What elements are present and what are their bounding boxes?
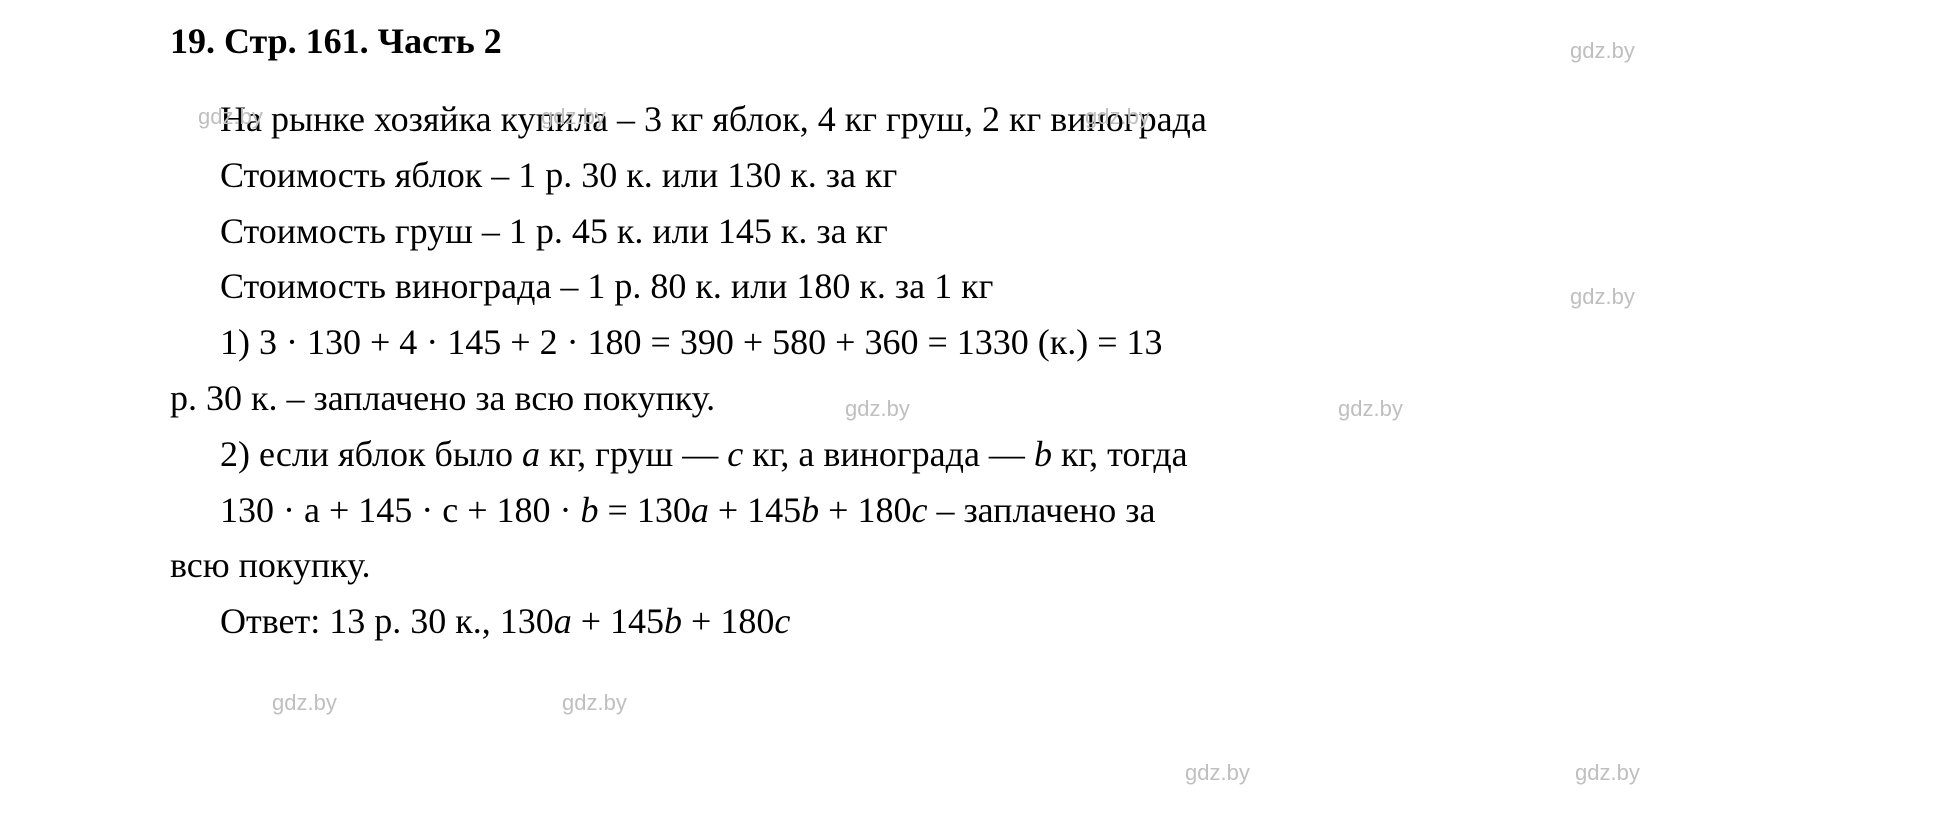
- text-span: + 145: [709, 490, 801, 530]
- text-span: кг, груш —: [540, 434, 727, 474]
- var-a: a: [522, 434, 540, 474]
- text-line-2: Стоимость яблок – 1 р. 30 к. или 130 к. …: [170, 148, 1771, 204]
- var-a: a: [554, 601, 572, 641]
- text-line-10: Ответ: 13 р. 30 к., 130a + 145b + 180c: [170, 594, 1771, 650]
- text-span: Ответ: 13 р. 30 к., 130: [220, 601, 554, 641]
- var-b: b: [664, 601, 682, 641]
- text-span: = 130: [599, 490, 691, 530]
- text-span: + 180: [819, 490, 911, 530]
- watermark: gdz.by: [562, 690, 627, 716]
- var-b: b: [1034, 434, 1052, 474]
- text-span: кг, тогда: [1052, 434, 1188, 474]
- watermark: gdz.by: [272, 690, 337, 716]
- text-span: – заплачено за: [927, 490, 1155, 530]
- text-line-1: На рынке хозяйка купила – 3 кг яблок, 4 …: [170, 92, 1771, 148]
- text-span: 2) если яблок было: [220, 434, 522, 474]
- var-b: b: [801, 490, 819, 530]
- document-content: 19. Стр. 161. Часть 2 На рынке хозяйка к…: [0, 0, 1941, 670]
- var-c: c: [727, 434, 743, 474]
- var-a: a: [691, 490, 709, 530]
- text-line-6: р. 30 к. – заплачено за всю покупку.: [170, 371, 1771, 427]
- text-line-9: всю покупку.: [170, 538, 1771, 594]
- watermark: gdz.by: [1575, 760, 1640, 786]
- text-line-7: 2) если яблок было a кг, груш — c кг, а …: [170, 427, 1771, 483]
- text-span: + 180: [682, 601, 774, 641]
- text-span: + 145: [572, 601, 664, 641]
- var-b: b: [581, 490, 599, 530]
- text-line-8: 130 · a + 145 · c + 180 · b = 130a + 145…: [170, 483, 1771, 539]
- var-c: c: [911, 490, 927, 530]
- text-line-4: Стоимость винограда – 1 р. 80 к. или 180…: [170, 259, 1771, 315]
- heading: 19. Стр. 161. Часть 2: [170, 20, 1771, 62]
- text-line-3: Стоимость груш – 1 р. 45 к. или 145 к. з…: [170, 204, 1771, 260]
- text-line-5: 1) 3 · 130 + 4 · 145 + 2 · 180 = 390 + 5…: [170, 315, 1771, 371]
- var-c: c: [774, 601, 790, 641]
- text-span: кг, а винограда —: [743, 434, 1034, 474]
- watermark: gdz.by: [1185, 760, 1250, 786]
- text-span: 130 · a + 145 · c + 180 ·: [220, 490, 581, 530]
